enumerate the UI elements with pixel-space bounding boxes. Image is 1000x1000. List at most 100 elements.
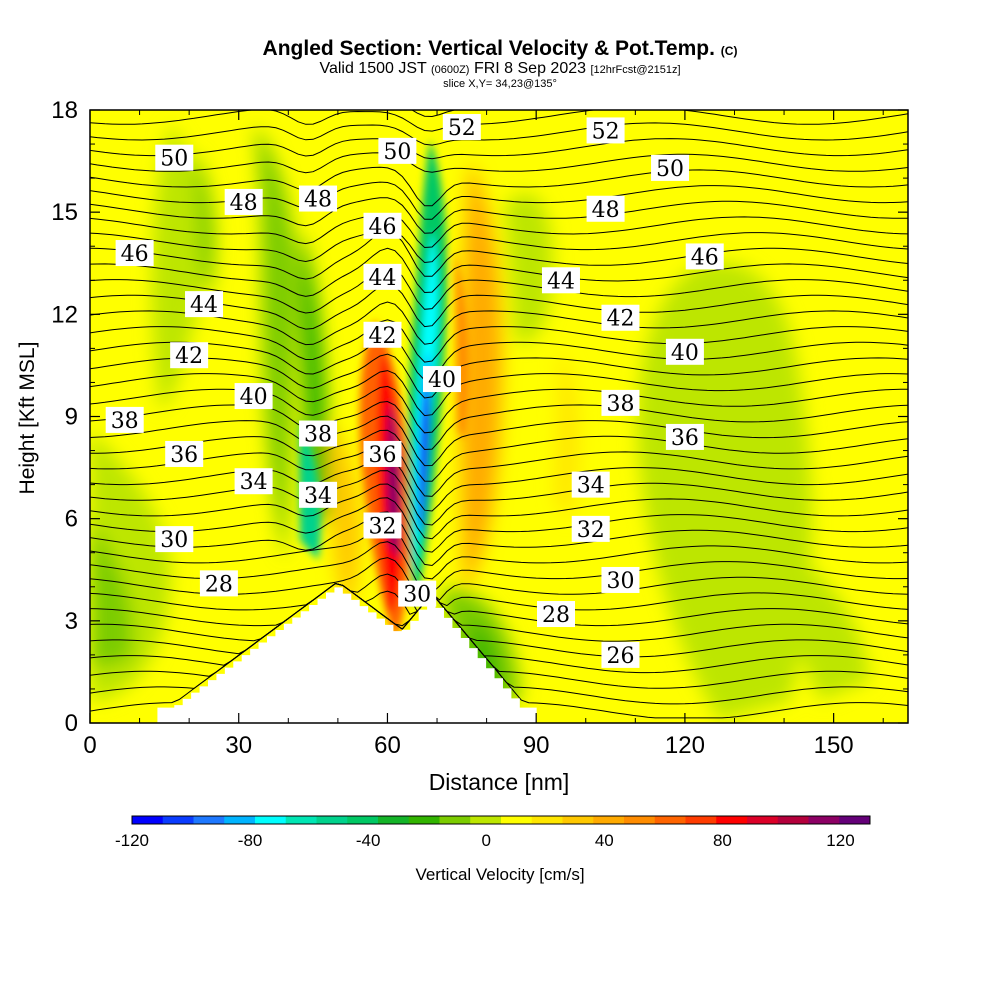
isentrope-label: 30 [155, 526, 194, 553]
isentrope-line [90, 110, 908, 132]
isentrope-line [90, 582, 908, 689]
colorbar-swatch [193, 816, 225, 824]
colorbar-swatch [624, 816, 656, 824]
isentrope-label: 34 [299, 481, 338, 509]
isentrope-label: 42 [363, 321, 402, 349]
chart-subtitle: Valid 1500 JST (0600Z) FRI 8 Sep 2023 [1… [319, 60, 681, 77]
isentrope-label-box [299, 420, 338, 447]
isentrope-line [90, 247, 908, 297]
isentrope-label-box [299, 185, 338, 212]
x-tick-label: 150 [814, 732, 854, 759]
isentrope-label: 30 [601, 566, 640, 594]
colorbar-tick-label: -120 [115, 831, 149, 850]
isentrope-label-box [363, 263, 402, 290]
x-tick-label: 30 [225, 732, 252, 759]
isentrope-label-box [422, 366, 461, 393]
isentrope-line [90, 230, 908, 280]
isentrope-label-box [665, 423, 704, 450]
isentrope-label: 42 [601, 304, 640, 332]
colorbar-swatch [347, 816, 379, 824]
isentrope-label-text: 48 [230, 191, 258, 216]
isentrope-label-text: 30 [606, 569, 634, 594]
isentrope-label-box [685, 243, 724, 270]
isentrope-label-text: 52 [448, 116, 476, 141]
isentrope-label-text: 42 [368, 324, 396, 349]
isentrope-label-text: 38 [304, 423, 332, 448]
isentrope-label-box [170, 342, 209, 369]
isentrope-line [90, 301, 908, 346]
colorbar: -120 -80 -40 0 40 80 120 [115, 815, 871, 850]
isentrope-line [90, 213, 908, 249]
isentrope-label: 50 [378, 137, 417, 165]
isentrope-line [90, 385, 908, 434]
isentrope-label: 46 [115, 240, 154, 267]
colorbar-swatch [408, 816, 440, 824]
colorbar-tick-label: -80 [238, 831, 263, 850]
isentrope-label-text: 36 [368, 443, 396, 468]
colorbar-swatch [593, 816, 625, 824]
isentrope-label: 34 [234, 468, 273, 495]
isentrope-line [90, 525, 908, 580]
isentrope-label-box [586, 117, 625, 144]
isentrope-line [90, 470, 908, 526]
isentrope-label-box [601, 566, 640, 593]
isentrope-label-text: 40 [671, 341, 699, 366]
isentrope-line [90, 582, 908, 642]
isentrope-label-text: 46 [121, 242, 149, 267]
colorbar-swatch [562, 816, 594, 824]
isentrope-line [90, 497, 908, 553]
isentrope-label: 44 [185, 291, 224, 318]
x-tick-label: 90 [523, 732, 550, 759]
colorbar-swatch [654, 816, 686, 824]
isentrope-label: 44 [541, 267, 580, 294]
isentrope-label-text: 52 [592, 119, 620, 144]
isentrope-label-box [105, 406, 144, 433]
isentrope-label-box [665, 338, 704, 365]
isentrope-label-box [601, 641, 640, 668]
isentrope-label-text: 46 [368, 215, 396, 240]
colorbar-swatch [316, 816, 348, 824]
isentrope-label-text: 36 [170, 443, 198, 468]
plot-area: 50 48 46 44 42 40 38 36 34 30 28 48 50 52 46 44 42 38 34 36… [90, 110, 908, 723]
isentrope-label-box [199, 570, 238, 597]
isentrope-label: 36 [363, 440, 402, 468]
isentrope-line [90, 336, 908, 381]
isentrope-label-box [155, 526, 194, 553]
colorbar-swatch [777, 816, 809, 824]
isentrope-label-text: 36 [671, 426, 699, 451]
y-tick-label: 6 [65, 506, 78, 533]
isentrope-label: 52 [586, 117, 625, 144]
isentrope-label-text: 48 [592, 198, 620, 223]
isentrope-line [90, 511, 908, 567]
isentrope-label: 48 [586, 195, 625, 223]
isentrope-label-text: 34 [240, 470, 268, 495]
isentrope-line [90, 456, 908, 512]
isentrope-label-text: 44 [368, 266, 396, 291]
isentrope-label-box [299, 481, 338, 508]
y-tick-label: 15 [51, 199, 78, 226]
isentrope-label-box [363, 321, 402, 348]
velocity-field [90, 125, 870, 720]
isentrope-line [90, 443, 908, 497]
isentrope-label-box [442, 114, 481, 141]
isentrope-line [90, 152, 908, 174]
colorbar-swatch [132, 816, 164, 824]
isentrope-label-text: 40 [428, 368, 456, 393]
colorbar-swatch [224, 816, 256, 824]
colorbar-swatch [162, 816, 194, 824]
colorbar-swatch [470, 816, 502, 824]
colorbar-tick-label: -40 [356, 831, 381, 850]
isentrope-label: 34 [571, 471, 610, 499]
colorbar-swatch [808, 816, 840, 824]
y-tick-label: 0 [65, 710, 78, 737]
isentrope-label-text: 42 [606, 307, 634, 332]
isentrope-label: 48 [299, 185, 338, 213]
isentrope-label: 28 [199, 570, 238, 597]
y-tick-label: 9 [65, 404, 78, 431]
isentrope-label-box [601, 304, 640, 331]
isentrope-line [90, 483, 908, 540]
y-tick-label: 12 [51, 301, 78, 328]
isentrope-label-box [234, 468, 273, 495]
